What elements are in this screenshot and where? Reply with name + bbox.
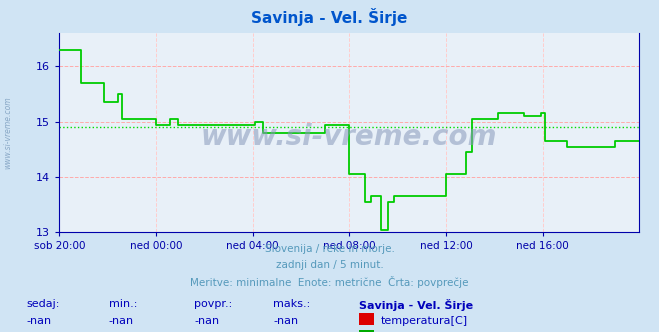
Text: zadnji dan / 5 minut.: zadnji dan / 5 minut.: [275, 260, 384, 270]
Text: Meritve: minimalne  Enote: metrične  Črta: povprečje: Meritve: minimalne Enote: metrične Črta:…: [190, 276, 469, 288]
Text: www.si-vreme.com: www.si-vreme.com: [3, 97, 13, 169]
Text: www.si-vreme.com: www.si-vreme.com: [201, 123, 498, 151]
Text: Savinja - Vel. Širje: Savinja - Vel. Širje: [251, 8, 408, 26]
Text: min.:: min.:: [109, 299, 137, 309]
Text: povpr.:: povpr.:: [194, 299, 233, 309]
Text: -nan: -nan: [194, 316, 219, 326]
Text: maks.:: maks.:: [273, 299, 311, 309]
Text: -nan: -nan: [26, 316, 51, 326]
Text: -nan: -nan: [273, 316, 299, 326]
Text: Savinja - Vel. Širje: Savinja - Vel. Širje: [359, 299, 473, 311]
Text: temperatura[C]: temperatura[C]: [380, 316, 467, 326]
Text: -nan: -nan: [109, 316, 134, 326]
Text: Slovenija / reke in morje.: Slovenija / reke in morje.: [264, 244, 395, 254]
Text: sedaj:: sedaj:: [26, 299, 60, 309]
